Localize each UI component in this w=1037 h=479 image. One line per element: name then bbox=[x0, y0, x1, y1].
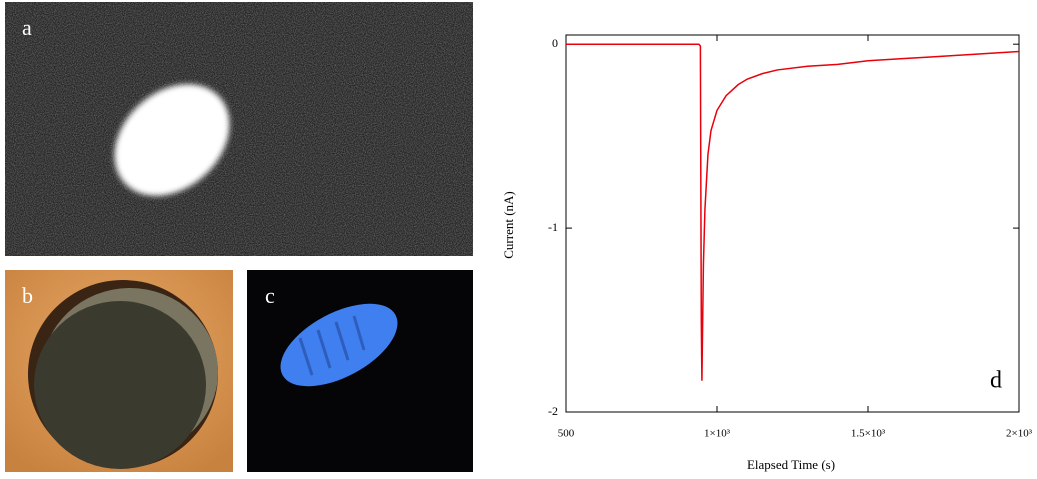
x-tick-label: 500 bbox=[558, 428, 575, 440]
annotation: d bbox=[990, 368, 1002, 394]
chart: d Elapsed Time (s) Current (nA) 0 -1 -2500… bbox=[501, 34, 1033, 472]
plot-frame bbox=[565, 34, 1020, 413]
y-tick-label: -2 bbox=[548, 404, 558, 418]
x-tick-label: 1.5×10³ bbox=[851, 428, 886, 440]
panel-label: c bbox=[265, 283, 275, 308]
panel-c: c bbox=[247, 270, 473, 472]
panel-label: b bbox=[22, 283, 33, 308]
y-tick-label: 0 bbox=[552, 36, 558, 50]
panel-label: a bbox=[22, 15, 32, 40]
panel-b: b bbox=[5, 270, 233, 472]
y-axis-label: Current (nA) bbox=[501, 191, 516, 259]
x-tick-label: 2×10³ bbox=[1006, 428, 1033, 440]
x-tick-label: 1×10³ bbox=[704, 428, 731, 440]
data-line bbox=[566, 43, 1020, 381]
panel-a: a bbox=[5, 2, 473, 256]
y-tick-label: -1 bbox=[548, 220, 558, 234]
x-axis-label: Elapsed Time (s) bbox=[747, 457, 835, 472]
